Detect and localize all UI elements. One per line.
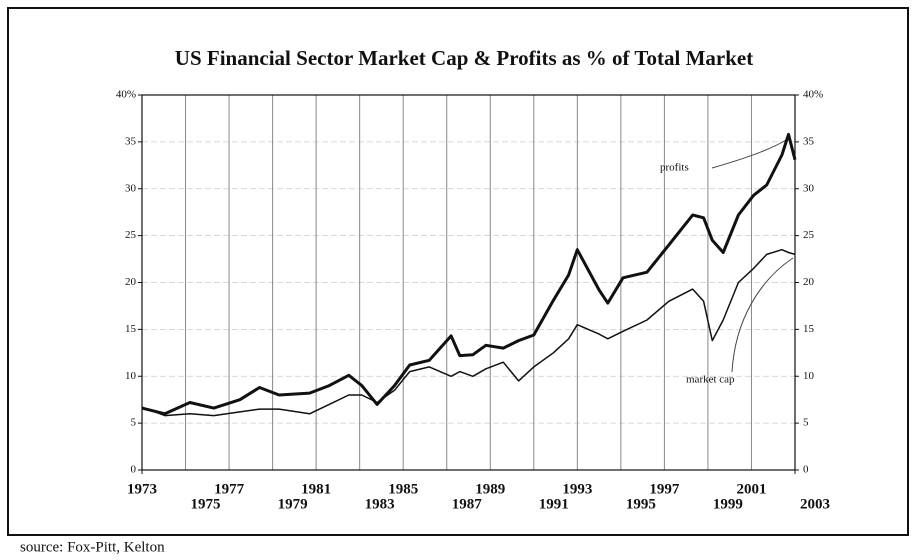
y-tick-label: 0 [131,464,137,476]
y2-tick-label: 25 [803,229,815,241]
y-tick-label: 30 [125,182,137,194]
y2-tick-label: 30 [803,182,815,194]
x-tick-label: 1987 [452,496,483,512]
y-tick-label: 5 [131,417,137,429]
frame [7,7,909,536]
y-tick-label: 20 [125,276,137,288]
chart-title: US Financial Sector Market Cap & Profits… [175,46,753,70]
x-tick-label: 1997 [649,481,680,497]
x-tick-label: 1989 [475,481,505,497]
x-tick-label: 2001 [736,481,766,497]
y2-tick-label: 0 [803,464,809,476]
plot-frame [141,94,796,471]
x-tick-label: 1995 [626,496,656,512]
y-tick-label: 10 [125,370,137,382]
y2-tick-label: 10 [803,370,815,382]
annotation: profits [660,162,689,174]
x-tick-label: 1979 [278,496,308,512]
line-series [141,248,796,417]
x-tick-label: 1999 [713,496,743,512]
y-tick-label: 40% [116,89,136,101]
y2-tick-label: 40% [803,89,823,101]
x-tick-label: 1981 [301,481,331,497]
annotation-leader [711,139,787,169]
x-tick-label: 1973 [127,481,157,497]
annotation-leader [731,257,794,373]
y2-tick-label: 5 [803,417,809,429]
x-tick-label: 1985 [388,481,418,497]
y-tick-label: 35 [125,135,137,147]
x-tick-label: 2003 [800,496,830,512]
x-tick-label: 1983 [365,496,395,512]
y2-tick-label: 15 [803,323,815,335]
x-tick-label: 1991 [539,496,569,512]
y-tick-label: 15 [125,323,137,335]
annotation: market cap [686,374,735,386]
y2-tick-label: 20 [803,276,815,288]
x-tick-label: 1993 [562,481,592,497]
y-tick-label: 25 [125,229,137,241]
line-series [141,132,797,416]
x-tick-label: 1975 [191,496,221,512]
y2-tick-label: 35 [803,135,815,147]
x-tick-label: 1977 [214,481,245,497]
source: source: Fox-Pitt, Kelton [20,539,165,555]
